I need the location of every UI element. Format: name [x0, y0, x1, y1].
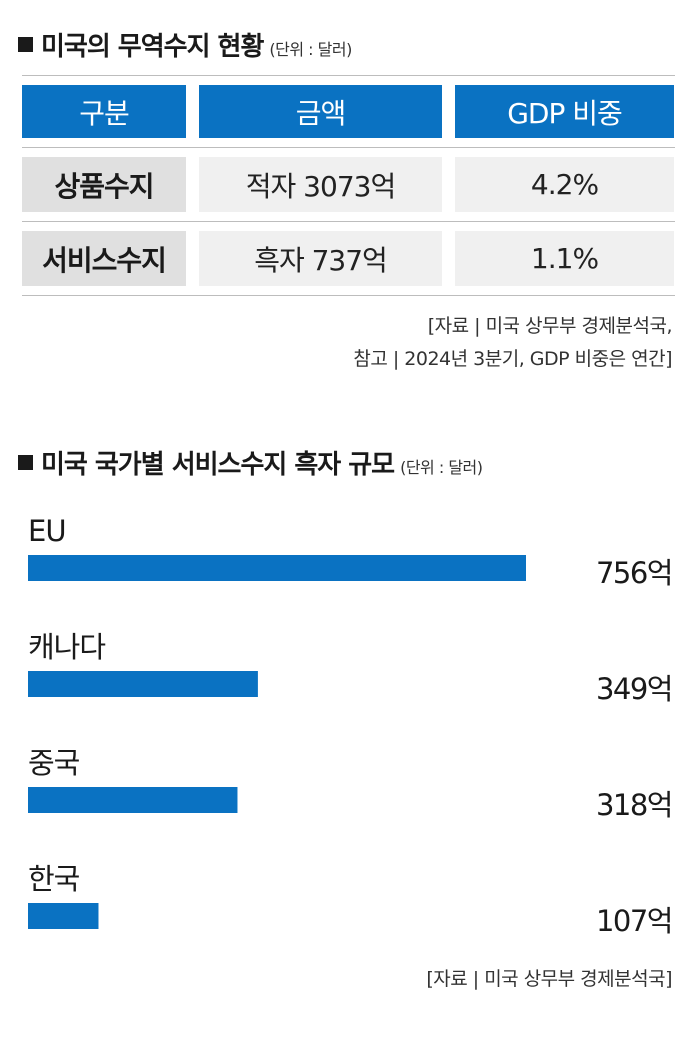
header-gdp-share: GDP 비중	[455, 85, 674, 138]
bar	[28, 787, 238, 813]
row-goods-label: 상품수지	[22, 157, 186, 212]
row-services-gdp-share: 1.1%	[455, 231, 674, 286]
square-bullet-icon	[18, 455, 33, 470]
source-line-2: 참고 | 2024년 3분기, GDP 비중은 연간]	[353, 348, 672, 370]
header-amount: 금액	[199, 85, 442, 138]
row-goods-amount: 적자 3073억	[199, 157, 442, 212]
header-category: 구분	[22, 85, 186, 138]
bar-value-label: 349억	[596, 672, 672, 706]
bar	[28, 903, 99, 929]
row-goods-gdp-share: 4.2%	[455, 157, 674, 212]
table-rule	[22, 221, 675, 222]
table-bottom-rule	[22, 295, 675, 296]
bar-category-label: 한국	[28, 862, 80, 896]
square-bullet-icon	[18, 37, 33, 52]
bar	[28, 555, 526, 581]
bar-category-label: EU	[28, 514, 66, 548]
services-surplus-unit: (단위 : 달러)	[400, 458, 483, 477]
trade-balance-heading: 미국의 무역수지 현황 (단위 : 달러)	[18, 26, 352, 63]
row-services-label: 서비스수지	[22, 231, 186, 286]
bar-value-label: 756억	[596, 556, 672, 590]
table-rule	[22, 147, 675, 148]
trade-balance-title: 미국의 무역수지 현황	[41, 32, 264, 62]
bar-category-label: 중국	[28, 746, 80, 780]
bar-value-label: 107억	[596, 904, 672, 938]
source-line-1: [자료 | 미국 상무부 경제분석국,	[427, 315, 673, 337]
bar	[28, 671, 258, 697]
bar-category-label: 캐나다	[28, 630, 105, 664]
services-surplus-heading: 미국 국가별 서비스수지 흑자 규모 (단위 : 달러)	[18, 444, 483, 481]
services-surplus-source: [자료 | 미국 상무부 경제분석국]	[426, 968, 672, 990]
trade-balance-unit: (단위 : 달러)	[269, 40, 352, 59]
table-top-rule	[22, 75, 675, 76]
bar-value-label: 318억	[596, 788, 672, 822]
trade-balance-source: [자료 | 미국 상무부 경제분석국, 참고 | 2024년 3분기, GDP …	[353, 310, 672, 376]
services-surplus-title: 미국 국가별 서비스수지 흑자 규모	[41, 450, 395, 480]
row-services-amount: 흑자 737억	[199, 231, 442, 286]
